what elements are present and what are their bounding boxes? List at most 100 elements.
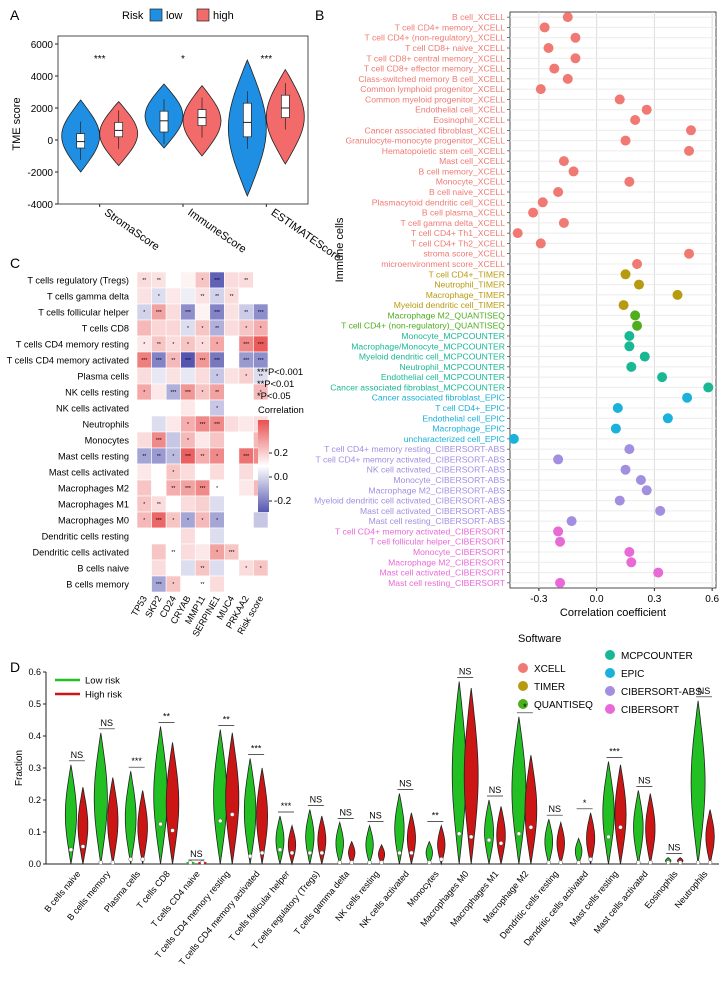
b-legend-label-cibersort-abs: CIBERSORT-ABS: [621, 687, 702, 698]
c-star: ***: [185, 358, 191, 364]
b-point-mast-cell-resting-cibersort: [555, 577, 566, 588]
c-star: *: [172, 342, 174, 348]
c-star: *: [245, 374, 247, 380]
d-significance-macrophages-m1: NS: [489, 785, 502, 795]
b-ylabel-t-cell-cd4-memory-activated-cibersort: T cell CD4+ memory activated_CIBERSORT: [335, 526, 506, 536]
c-star: **: [244, 310, 248, 316]
b-ylabel-t-cell-cd4-th2-xcell: T cell CD4+ Th2_XCELL: [411, 238, 505, 248]
d-violin-mast-cells-activated-high-risk: [645, 793, 656, 865]
d-median-t-cells-cd4-naive-low-risk: [188, 860, 193, 865]
b-point-myeloid-dendritic-cell-timer: [618, 300, 629, 311]
d-significance-eosinophils: NS: [668, 843, 681, 853]
d-median-nk-cells-activated-high-risk: [409, 850, 414, 856]
b-point-monocyte-cibersort-abs: [635, 475, 646, 485]
b-plot-frame: [509, 11, 717, 589]
c-cell-monocytes-tp53: [136, 431, 152, 449]
b-xlabel: Correlation coefficient: [560, 607, 666, 619]
c-cell-neutrophils-tp53: [136, 415, 152, 433]
c-cell-macrophages-m1-muc4: [224, 495, 240, 513]
c-cell-t-cells-gamma-delta-risk-score: [253, 287, 269, 305]
c-star: *: [260, 566, 262, 572]
b-xtick-0-6: 0.6: [705, 594, 719, 605]
c-cell-b-cells-memory-prkaa2: [238, 575, 254, 593]
c-star: **: [215, 326, 219, 332]
c-cell-macrophages-m1-cryab: [180, 495, 196, 513]
d-violin-dendritic-cells-activated-high-risk: [586, 812, 596, 865]
b-legend-swatch-xcell: [518, 663, 528, 673]
d-significance-t-cells-cd4-memory-activated: ***: [251, 743, 262, 753]
c-cell-mast-cells-activated-tp53: [136, 463, 152, 481]
c-cell-neutrophils-cd24: [165, 415, 181, 433]
b-point-b-cell-memory-xcell: [568, 166, 579, 177]
c-cell-mast-cells-activated-prkaa2: [238, 463, 254, 481]
b-ylabel-t-cell-cd8-central-memory-xcell: T cell CD8+ central memory_XCELL: [366, 53, 505, 63]
b-point-nk-cell-activated-cibersort-abs: [620, 464, 631, 475]
d-median-nk-cells-activated-low-risk: [397, 850, 402, 856]
b-point-t-cell-cd4-timer: [620, 269, 631, 280]
c-cell-b-cells-naive-skp2: [151, 559, 167, 577]
b-point-t-cell-cd4-epic: [612, 403, 623, 413]
d-significance-t-cells-follicular-helper: ***: [281, 801, 292, 811]
panel-c: T cells regulatory (Tregs) ** ** * *** **T ce…: [7, 271, 304, 638]
c-star: *: [143, 342, 145, 348]
c-cell-b-cells-memory-cryab: [180, 575, 196, 593]
c-cell-dendritic-cells-resting-prkaa2: [238, 527, 254, 545]
c-row-label-dendritic-cells-resting: Dendritic cells resting: [42, 532, 129, 542]
d-significance-macrophages-m0: NS: [459, 667, 472, 677]
b-ylabel-t-cell-gamma-delta-xcell: T cell gamma delta_XCELL: [401, 218, 506, 228]
a-legend-swatch-low: [149, 8, 163, 22]
b-point-cancer-associated-fibroblast-mcpcounter: [703, 382, 714, 393]
d-significance-plasma-cells: ***: [131, 756, 142, 766]
c-cell-nk-cells-resting-skp2: [151, 383, 167, 401]
c-cell-t-cells-regulatory-tregs-muc4: [224, 271, 240, 289]
c-star: ***: [156, 582, 162, 588]
b-point-cancer-associated-fibroblast-xcell: [685, 125, 696, 136]
b-ylabel-mast-cell-activated-cibersort: Mast cell activated_CIBERSORT: [380, 568, 506, 578]
d-significance-nk-cells-resting: NS: [369, 811, 382, 821]
d-median-mast-cells-resting-high-risk: [618, 825, 623, 830]
d-median-nk-cells-resting-low-risk: [367, 860, 372, 865]
d-violin-t-cells-regulatory-tregs-low-risk: [305, 809, 315, 865]
b-ylabel-macrophage-m2-quantiseq: Macrophage M2_QUANTISEQ: [388, 310, 506, 320]
d-violin-b-cells-memory-high-risk: [107, 777, 119, 865]
panel-d-letter: D: [10, 659, 20, 675]
b-point-mast-cell-activated-cibersort: [653, 567, 664, 578]
b-point-common-lymphoid-progenitor-xcell: [535, 84, 546, 95]
c-cell-plasma-cells-muc4: [224, 367, 240, 385]
b-ylabel-myeloid-dendritic-cell-timer: Myeloid dendritic cell_TIMER: [394, 300, 505, 310]
c-star: **: [201, 566, 205, 572]
d-violin-mast-cells-resting-high-risk: [614, 764, 627, 865]
b-point-b-cell-naive-xcell: [553, 187, 564, 197]
d-violin-macrophages-m0-high-risk: [463, 687, 479, 865]
b-ylabel-granulocyte-monocyte-progenitor-xcell: Granulocyte-monocyte progenitor_XCELL: [345, 136, 505, 146]
d-significance-dendritic-cells-activated: *: [583, 798, 587, 808]
c-cell-t-cells-cd8-muc4: [224, 319, 240, 337]
b-ylabel-nk-cell-activated-cibersort-abs: NK cell activated_CIBERSORT-ABS: [367, 465, 506, 475]
d-median-t-cells-gamma-delta-low-risk: [337, 860, 342, 865]
b-legend-label-cibersort: CIBERSORT: [621, 705, 679, 716]
d-ytick-5: 0.5: [28, 699, 41, 709]
c-star: **: [215, 294, 219, 300]
c-row-label-mast-cells-resting: Mast cells resting: [58, 452, 129, 462]
c-colorbar-label-1: 0.0: [274, 472, 288, 483]
c-star: *: [260, 326, 262, 332]
b-point-plasmacytoid-dendritic-cell-xcell: [537, 197, 548, 208]
d-violin-t-cells-cd4-memory-activated-low-risk: [243, 758, 257, 865]
c-star: *: [187, 422, 189, 428]
b-ylabel-t-cell-cd8-naive-xcell: T cell CD8+ naive_XCELL: [405, 43, 505, 53]
c-row-label-b-cells-naive: B cells naive: [77, 564, 129, 574]
b-ylabel-macrophage-monocyte-mcpcounter: Macrophage/Monocyte_MCPCOUNTER: [351, 341, 505, 351]
b-legend-swatch-cibersort: [605, 704, 615, 714]
c-star: *: [216, 406, 218, 412]
d-ytick-0: 0.0: [28, 859, 41, 869]
c-cell-macrophages-m2-tp53: [136, 479, 152, 497]
a-ylabel: TME score: [11, 97, 23, 150]
c-cell-dendritic-cells-resting-mmp11: [194, 527, 211, 545]
a-ytick-label-0: -4000: [27, 200, 53, 211]
c-row-label-plasma-cells: Plasma cells: [77, 372, 129, 382]
b-legend-label-xcell: XCELL: [534, 664, 566, 675]
c-cell-mast-cells-activated-cryab: [180, 463, 196, 481]
c-cell-nk-cells-resting-muc4: [224, 383, 240, 401]
d-violin-t-cells-cd4-memory-resting-low-risk: [213, 729, 228, 865]
c-star: *: [143, 310, 145, 316]
